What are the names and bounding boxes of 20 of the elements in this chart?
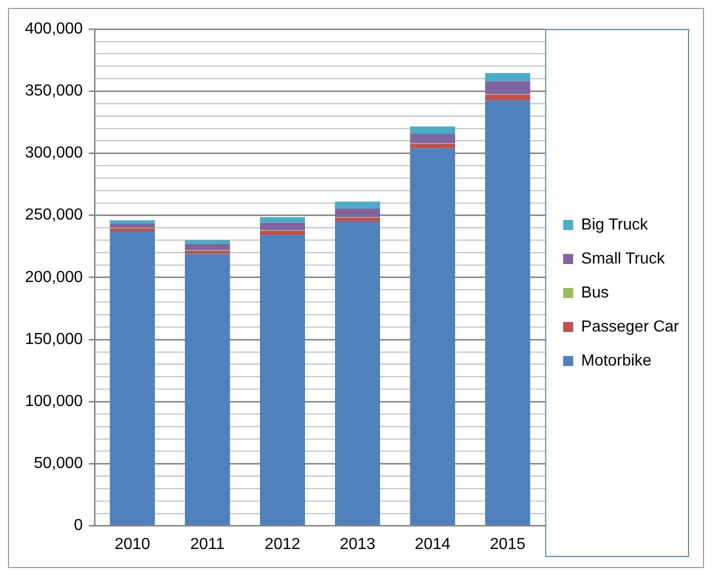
legend-label: Small Truck: [581, 250, 666, 268]
y-tick-label: 150,000: [24, 330, 83, 348]
y-tick-label: 200,000: [24, 268, 83, 286]
y-tick-label: 250,000: [24, 206, 83, 224]
x-tick-label: 2015: [490, 536, 526, 553]
y-tick-label: 0: [74, 517, 83, 534]
x-tick-label: 2010: [114, 536, 150, 553]
x-tick-label: 2013: [340, 536, 376, 553]
y-tick-label: 50,000: [34, 455, 83, 472]
x-tick-label: 2011: [190, 536, 225, 553]
legend-label: Motorbike: [581, 352, 652, 370]
legend-label: Bus: [581, 284, 609, 302]
x-tick-label: 2014: [414, 536, 450, 553]
y-tick-label: 300,000: [24, 144, 83, 162]
y-tick-label: 100,000: [24, 393, 83, 410]
y-tick-label: 400,000: [24, 20, 83, 38]
legend-label: Big Truck: [581, 216, 649, 234]
x-tick-label: 2012: [264, 536, 300, 553]
y-tick-label: 350,000: [24, 82, 83, 100]
legend-label: Passeger Car: [581, 318, 680, 336]
